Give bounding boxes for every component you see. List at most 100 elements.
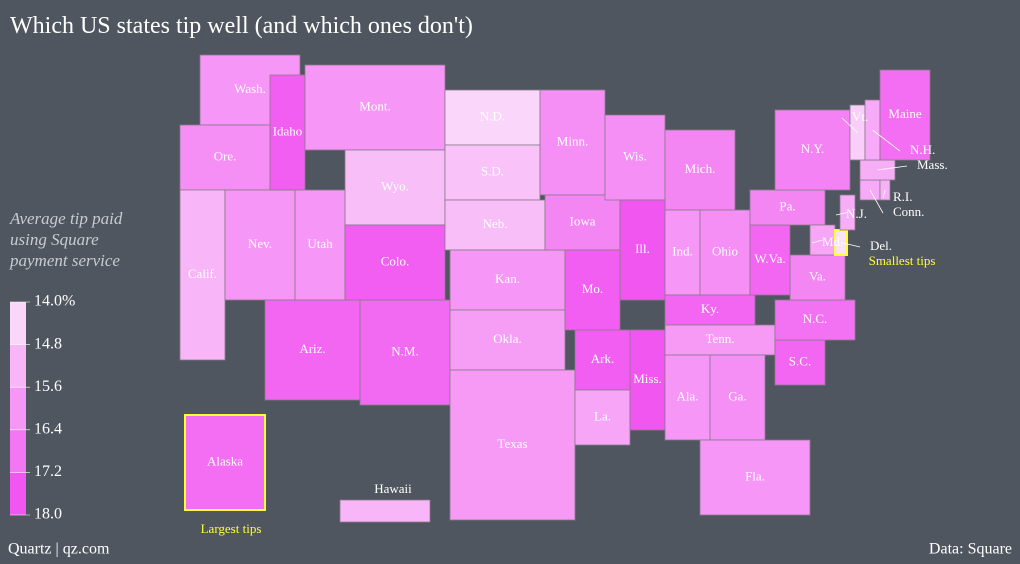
state-label: Md.	[822, 234, 843, 249]
leader-line	[811, 239, 823, 244]
state-label: S.C.	[789, 353, 811, 368]
state-label: Fla.	[745, 468, 765, 483]
state	[574, 329, 631, 391]
state-label: La.	[594, 408, 611, 423]
state	[629, 329, 666, 431]
state-label: Ariz.	[299, 341, 325, 356]
state	[179, 189, 226, 361]
state	[709, 354, 766, 441]
legend-title: Average tip paid	[9, 209, 123, 228]
state-label: Minn.	[557, 133, 588, 148]
state	[774, 299, 856, 341]
state-label: Ky.	[701, 301, 719, 316]
legend-swatch	[10, 302, 26, 345]
state-label: Colo.	[381, 253, 410, 268]
state-label: Iowa	[570, 213, 596, 228]
leader-line	[835, 212, 848, 216]
state	[564, 249, 621, 331]
leader-line	[841, 117, 858, 133]
state	[264, 299, 361, 401]
state	[449, 309, 566, 371]
legend-tick-label: 15.6	[34, 378, 62, 395]
state-label: Ark.	[591, 351, 614, 366]
state	[344, 149, 446, 226]
state-label: N.M.	[391, 343, 418, 358]
state-label: Calif.	[188, 266, 217, 281]
state-label: Kan.	[495, 271, 520, 286]
legend-title: using Square	[10, 230, 99, 249]
legend-title: payment service	[9, 251, 120, 270]
state-label: Neb.	[483, 216, 508, 231]
state	[359, 299, 451, 406]
state-label: Wash.	[234, 81, 266, 96]
state	[664, 294, 756, 326]
state-label: Mont.	[359, 98, 390, 113]
state-label: Mo.	[582, 281, 603, 296]
state	[344, 224, 446, 301]
state-label: Texas	[497, 436, 527, 451]
state	[294, 189, 346, 301]
credit: Data: Square	[929, 541, 1012, 558]
state	[444, 144, 541, 201]
state-label: Alaska	[207, 453, 243, 468]
annotation: Largest tips	[201, 521, 262, 536]
state-label: Okla.	[493, 331, 522, 346]
leader-line	[869, 189, 884, 214]
leader-line	[840, 242, 861, 248]
state	[449, 369, 576, 521]
legend-tick-label: 14.0%	[34, 293, 75, 310]
state-label: Ohio	[712, 243, 738, 258]
state	[619, 199, 666, 301]
legend-swatch	[10, 472, 26, 515]
state-label: Del.	[870, 238, 892, 253]
state-label: Ore.	[214, 148, 237, 163]
state-label: Ill.	[635, 241, 650, 256]
state-label: Vt.	[852, 109, 868, 124]
legend-swatch	[10, 429, 26, 473]
state	[574, 389, 631, 446]
state	[539, 89, 606, 196]
state-label: Idaho	[273, 123, 303, 138]
legend-tick-label: 14.8	[34, 335, 62, 352]
state-label: R.I.	[893, 189, 913, 204]
state-label: Wis.	[623, 148, 647, 163]
source: Quartz | qz.com	[8, 541, 110, 558]
legend-swatch	[10, 344, 26, 388]
state-label: Conn.	[893, 204, 924, 219]
annotation: Smallest tips	[869, 253, 936, 268]
legend-tick-label: 17.2	[34, 463, 62, 480]
state	[449, 249, 566, 311]
state	[774, 109, 851, 191]
state	[179, 124, 271, 191]
state-label: Maine	[888, 106, 921, 121]
state	[664, 129, 736, 211]
state-label: N.J.	[846, 206, 867, 221]
state	[269, 74, 306, 191]
legend-tick-label: 16.4	[34, 420, 62, 437]
state	[224, 189, 296, 301]
leader-line	[872, 129, 901, 152]
state	[664, 324, 776, 356]
state-label: W.Va.	[754, 251, 785, 266]
state	[749, 189, 826, 226]
state-label: Miss.	[633, 371, 662, 386]
state-label: Ga.	[728, 388, 746, 403]
state	[774, 339, 826, 386]
state-label: Va.	[809, 268, 826, 283]
state	[444, 199, 546, 251]
state-label: N.D.	[480, 108, 505, 123]
state-label: N.Y.	[801, 141, 825, 156]
state-label: N.C.	[803, 311, 828, 326]
state-label: Utah	[307, 236, 333, 251]
state-label: Tenn.	[705, 331, 734, 346]
state	[879, 69, 931, 161]
state	[339, 499, 431, 523]
state-label: N.H.	[910, 142, 935, 157]
state	[749, 224, 791, 296]
state	[184, 414, 266, 511]
state-label: S.D.	[481, 163, 504, 178]
state	[664, 354, 711, 441]
state-label: Mich.	[685, 161, 716, 176]
legend-swatch	[10, 387, 26, 430]
